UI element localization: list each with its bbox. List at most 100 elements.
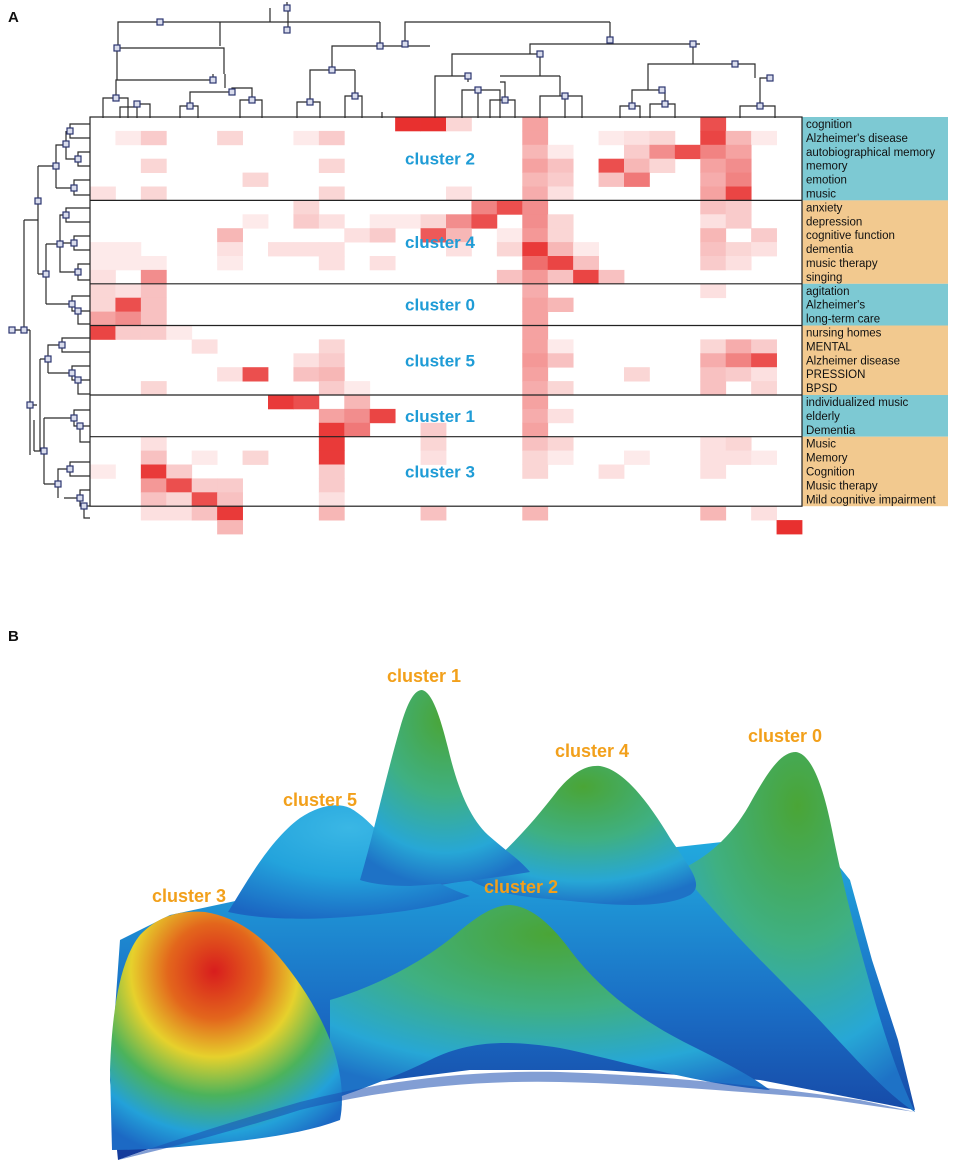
- heatmap-cell: [90, 242, 116, 257]
- heatmap-cell: [624, 158, 650, 173]
- heatmap-cell: [90, 464, 116, 479]
- heatmap-cell: [446, 228, 472, 243]
- heatmap-label-cluster-5: cluster 5: [405, 351, 475, 370]
- heatmap-cell: [471, 200, 498, 215]
- heatmap-cell: [547, 144, 574, 160]
- keyword-label: emotion: [806, 175, 847, 187]
- heatmap-cell: [318, 158, 345, 173]
- keyword-label: Alzheimer disease: [806, 355, 900, 367]
- heatmap-cell: [90, 311, 116, 326]
- heatmap-cell: [318, 214, 345, 229]
- heatmap-cell: [140, 381, 167, 396]
- heatmap-cell: [700, 256, 727, 271]
- heatmap-cell: [700, 186, 727, 201]
- heatmap-cell: [700, 242, 727, 257]
- heatmap-cell: [522, 256, 549, 271]
- heatmap-cell: [522, 395, 549, 410]
- heatmap-cell: [522, 367, 549, 382]
- heatmap-cell: [140, 283, 167, 299]
- heatmap-cell: [598, 269, 625, 285]
- heatmap-cell: [420, 117, 447, 132]
- heatmap-cell: [140, 436, 167, 451]
- keyword-label: Music therapy: [806, 480, 878, 492]
- heatmap-cell: [166, 492, 193, 507]
- heatmap-label-cluster-0: cluster 0: [405, 296, 475, 315]
- heatmap-cell: [293, 214, 320, 229]
- heatmap-cell: [90, 325, 116, 340]
- heatmap-cell: [293, 130, 320, 146]
- keyword-label: cognitive function: [806, 230, 895, 242]
- heatmap-cell: [725, 144, 752, 160]
- band-cluster-1: [802, 395, 948, 437]
- heatmap-cell: [700, 172, 727, 187]
- keyword-label: anxiety: [806, 202, 843, 214]
- heatmap-cell: [725, 450, 752, 465]
- heatmap-cell: [522, 144, 549, 160]
- heatmap-cell: [649, 130, 676, 146]
- heatmap-cell: [217, 492, 243, 507]
- keyword-label: Dementia: [806, 425, 856, 437]
- heatmap-cell: [725, 436, 752, 451]
- heatmap-cell: [115, 130, 142, 146]
- heatmap-cell: [522, 325, 549, 340]
- heatmap-cell: [624, 450, 650, 465]
- heatmap-cell: [293, 353, 320, 368]
- surface-label-cluster-4: cluster 4: [555, 741, 629, 761]
- heatmap-cell: [547, 297, 574, 312]
- left-dendrogram: [12, 123, 90, 519]
- keyword-bands: [802, 117, 948, 507]
- heatmap-cell: [191, 478, 218, 493]
- heatmap-cell: [217, 130, 243, 146]
- heatmap-cell: [395, 117, 421, 132]
- heatmap-cell: [395, 214, 421, 229]
- heatmap-cell: [166, 478, 193, 493]
- heatmap-cell: [649, 144, 676, 160]
- heatmap-cluster-labels: cluster 2 cluster 4 cluster 0 cluster 5 clus…: [405, 150, 475, 482]
- heatmap-cell: [700, 436, 727, 451]
- heatmap-label-cluster-2: cluster 2: [405, 150, 475, 169]
- heatmap-cell: [522, 339, 549, 354]
- heatmap-cell: [700, 283, 727, 299]
- surface-label-cluster-1: cluster 1: [387, 666, 461, 686]
- band-cluster-0: [802, 283, 948, 326]
- heatmap-cell: [496, 242, 523, 257]
- keyword-label: autobiographical memory: [806, 147, 935, 159]
- heatmap-cell: [446, 214, 472, 229]
- heatmap-cell: [522, 408, 549, 424]
- heatmap-cell: [344, 381, 371, 396]
- heatmap-cell: [344, 408, 371, 424]
- heatmap-cell: [700, 117, 727, 132]
- heatmap-cell: [725, 214, 752, 229]
- heatmap-cell: [522, 158, 549, 173]
- keyword-label: BPSD: [806, 383, 837, 395]
- peak-cluster-0: [680, 752, 915, 1112]
- heatmap-cell: [318, 130, 345, 146]
- keyword-label: elderly: [806, 411, 840, 423]
- heatmap-cell: [522, 283, 549, 299]
- heatmap-cell: [242, 172, 269, 187]
- heatmap-cell: [522, 506, 549, 521]
- heatmap-cell: [140, 158, 167, 173]
- heatmap-cell: [522, 422, 549, 438]
- heatmap-cell: [90, 269, 116, 285]
- heatmap-cell: [369, 214, 396, 229]
- heatmap-cell: [293, 242, 320, 257]
- keyword-label: Mild cognitive impairment: [806, 494, 937, 506]
- heatmap-cell: [318, 464, 345, 479]
- heatmap-cell: [522, 436, 549, 451]
- heatmap-cell: [140, 130, 167, 146]
- heatmap-cell: [725, 353, 752, 368]
- heatmap-cell: [115, 256, 142, 271]
- heatmap-cell: [344, 395, 371, 410]
- heatmap-cell: [522, 200, 549, 215]
- heatmap-cell: [166, 325, 193, 340]
- heatmap-cell: [90, 256, 116, 271]
- heatmap-cell: [573, 269, 599, 285]
- heatmap-cell: [268, 242, 294, 257]
- heatmap-cell: [166, 464, 193, 479]
- heatmap-cell: [751, 506, 777, 521]
- keyword-labels: cognition Alzheimer's disease autobiograph…: [806, 119, 937, 506]
- heatmap-cell: [140, 492, 167, 507]
- heatmap-cell: [140, 186, 167, 201]
- heatmap-cell: [471, 214, 498, 229]
